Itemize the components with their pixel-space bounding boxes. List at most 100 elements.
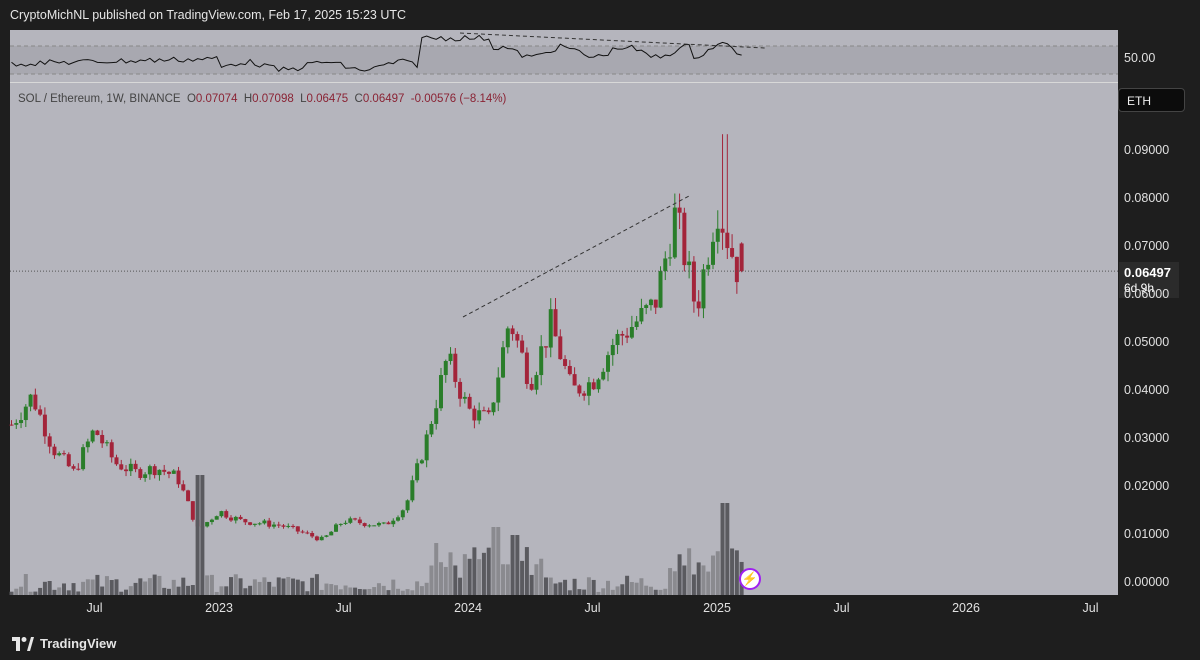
volume-bar	[300, 581, 305, 595]
candle-body	[434, 408, 439, 424]
candle-body	[229, 517, 234, 521]
volume-bar	[186, 585, 191, 595]
volume-bar	[701, 565, 706, 595]
tradingview-brand[interactable]: TradingView	[12, 636, 116, 651]
volume-bar	[286, 576, 291, 595]
candle-body	[520, 340, 525, 353]
candle-body	[238, 516, 243, 520]
volume-bar	[653, 589, 658, 595]
volume-bar	[319, 589, 324, 595]
volume-bar	[391, 579, 396, 595]
volume-bar	[114, 579, 119, 595]
candle-body	[147, 466, 152, 475]
candle-body	[57, 453, 62, 456]
candle-body	[510, 328, 515, 335]
volume-bar	[229, 577, 234, 595]
candle-body	[629, 326, 634, 338]
candle-body	[28, 394, 33, 407]
time-axis[interactable]	[10, 595, 1118, 623]
volume-bar	[687, 548, 692, 595]
candle-body	[586, 382, 591, 396]
candle-body	[109, 442, 114, 458]
candle-body	[701, 269, 706, 309]
candle-body	[66, 454, 71, 467]
volume-bar	[276, 577, 281, 595]
candle-body	[19, 420, 24, 424]
volume-bar	[534, 564, 539, 595]
volume-bar	[23, 574, 28, 595]
candle-body	[672, 207, 677, 258]
x-tick-label: 2026	[952, 601, 980, 615]
rsi-band	[10, 46, 1118, 74]
candle-body	[601, 371, 606, 380]
candle-body	[687, 261, 692, 266]
volume-bar	[109, 580, 114, 595]
y-tick-label: 0.01000	[1124, 527, 1170, 541]
volume-bar	[677, 554, 682, 595]
volume-bar	[147, 578, 152, 595]
publish-info: CryptoMichNL published on TradingView.co…	[10, 8, 407, 22]
candle-body	[634, 321, 639, 327]
volume-bar	[563, 579, 568, 595]
candle-body	[582, 393, 587, 396]
candle-body	[42, 414, 47, 437]
candle-body	[419, 460, 424, 464]
candle-body	[424, 434, 429, 461]
currency-scale-button[interactable]: ETH	[1118, 88, 1185, 112]
volume-bar	[252, 579, 257, 595]
candle-body	[563, 359, 568, 366]
volume-bar	[190, 585, 195, 595]
tradingview-logo-icon	[12, 636, 34, 651]
candle-body	[205, 522, 210, 527]
candle-body	[95, 430, 100, 435]
candle-body	[38, 409, 43, 415]
volume-bar	[271, 586, 276, 595]
candle-body	[219, 511, 224, 517]
candle-body	[176, 470, 181, 485]
bolt-icon[interactable]: ⚡	[739, 568, 761, 590]
volume-bar	[81, 581, 86, 595]
footer	[0, 624, 1200, 660]
volume-bar	[481, 552, 486, 595]
volume-bar	[353, 587, 358, 595]
candle-body	[33, 394, 38, 410]
volume-bar	[57, 587, 62, 595]
candle-body	[453, 353, 458, 382]
volume-bar	[629, 582, 634, 595]
volume-bar	[734, 550, 739, 595]
candle-body	[166, 471, 171, 474]
candle-body	[305, 532, 310, 534]
candle-body	[644, 305, 649, 308]
volume-bar	[157, 575, 162, 595]
volume-bar	[429, 565, 434, 595]
volume-bar	[524, 547, 529, 595]
rsi-scale[interactable]	[1118, 30, 1200, 82]
candle-body	[90, 430, 95, 442]
y-tick-label: 0.02000	[1124, 479, 1170, 493]
candle-body	[615, 333, 620, 346]
volume-bar	[400, 590, 405, 595]
volume-bar	[362, 589, 367, 595]
volume-bar	[329, 584, 334, 595]
price-scale[interactable]	[1118, 82, 1200, 602]
candle-body	[329, 531, 334, 536]
chart-area[interactable]	[10, 30, 1118, 595]
volume-bar	[257, 581, 262, 595]
volume-bar	[367, 588, 372, 595]
candle-body	[472, 408, 477, 421]
bar-countdown: 6d 9h	[1124, 281, 1155, 295]
volume-bar	[467, 558, 472, 595]
volume-bar	[691, 574, 696, 595]
candle-body	[706, 264, 711, 270]
candle-body	[486, 410, 491, 413]
close-value: 0.06497	[362, 93, 405, 105]
candle-body	[448, 353, 453, 362]
volume-bar	[710, 555, 715, 595]
volume-bar	[520, 560, 525, 595]
volume-bar	[381, 585, 386, 595]
candle-body	[610, 345, 615, 356]
candle-body	[462, 396, 467, 399]
volume-bar	[496, 527, 501, 595]
candle-body	[334, 524, 339, 532]
